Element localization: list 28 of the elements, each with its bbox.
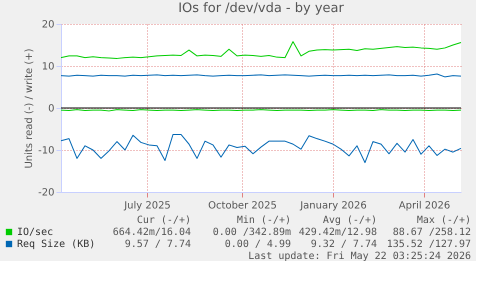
text: 0.00 / 4.99: [224, 239, 291, 250]
x-tick-label: October 2025: [208, 200, 277, 212]
text: Last update: Fri May 22 03:25:24 2026: [248, 251, 471, 262]
text: 0.00 /342.89m: [212, 227, 291, 238]
text: Min (-/+): [236, 215, 291, 226]
y-axis-title: Units read (-) / write (+): [24, 48, 36, 169]
y-tick-label: 10: [42, 62, 54, 72]
line-series: [60, 134, 462, 164]
text: Cur (-/+): [136, 215, 191, 226]
text: 429.42m/12.98: [298, 227, 377, 238]
y-tick-label: 20: [42, 20, 54, 30]
text: 135.52 /127.97: [386, 239, 471, 250]
x-tick-label: January 2026: [299, 200, 367, 212]
text: 9.32 / 7.74: [310, 239, 377, 250]
y-tick-label: 0: [48, 104, 54, 114]
legend-label: IO/sec: [17, 227, 54, 238]
text: 88.67 /258.12: [392, 227, 471, 238]
text: Avg (-/+): [322, 215, 377, 226]
chart-title: IOs for /dev/vda - by year: [178, 1, 344, 16]
text: 9.57 / 7.74: [124, 239, 191, 250]
x-tick-label: July 2025: [123, 200, 171, 212]
y-tick-label: -20: [38, 188, 54, 198]
x-tick-label: April 2026: [398, 200, 450, 212]
text: 664.42m/16.04: [112, 227, 191, 238]
text: Max (-/+): [416, 215, 471, 226]
legend-label: Req Size (KB): [17, 239, 96, 250]
line-series: [60, 41, 462, 59]
y-tick-label: -10: [38, 146, 54, 156]
